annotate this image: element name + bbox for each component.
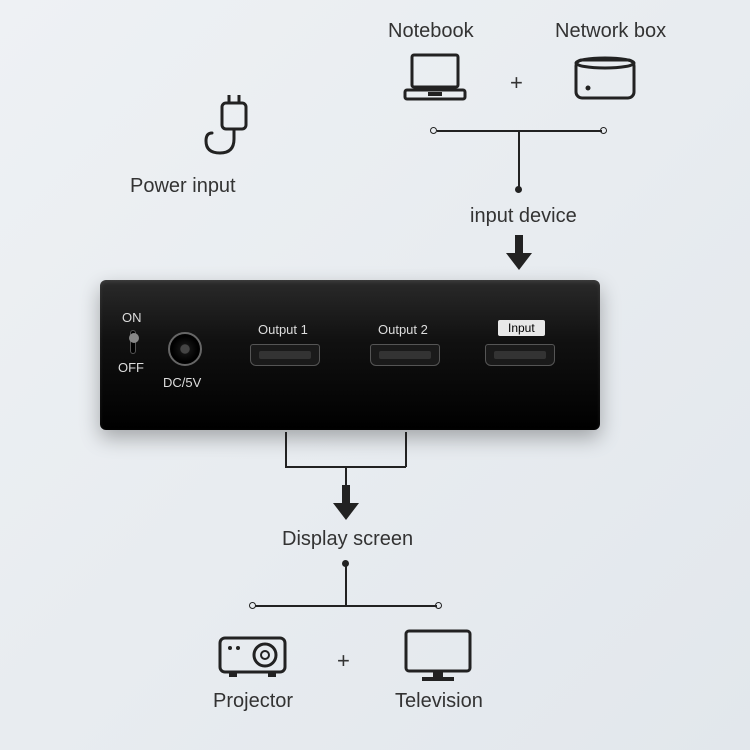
projector-icon (215, 628, 290, 683)
dc-jack (168, 332, 202, 366)
off-label: OFF (118, 360, 144, 375)
plus-bottom: + (337, 648, 350, 674)
output2-label: Output 2 (378, 322, 428, 337)
projector-label: Projector (213, 690, 293, 713)
power-switch (130, 330, 136, 354)
arrow-down-icon (506, 235, 532, 270)
dc-label: DC/5V (163, 375, 201, 390)
notebook-icon (400, 50, 470, 105)
power-input-label: Power input (130, 175, 236, 198)
hdmi-port-output1 (250, 344, 320, 366)
network-box-icon (570, 50, 640, 105)
television-label: Television (395, 690, 483, 713)
connector-dot (515, 186, 522, 193)
connector-line (437, 130, 602, 132)
notebook-label: Notebook (388, 20, 474, 43)
hdmi-splitter-device: ON OFF DC/5V Output 1 Output 2 Input (100, 280, 600, 430)
arrow-down-icon (333, 485, 359, 520)
display-screen-label: Display screen (282, 528, 413, 551)
connector-line (285, 432, 287, 467)
input-port-label: Input (498, 320, 545, 336)
network-box-label: Network box (555, 20, 666, 43)
hdmi-port-output2 (370, 344, 440, 366)
connector-line (518, 130, 520, 188)
television-icon (398, 625, 478, 685)
connector-line (345, 466, 347, 486)
input-device-label: input device (470, 205, 577, 228)
on-label: ON (122, 310, 142, 325)
plus-top: + (510, 70, 523, 96)
connector-line (405, 432, 407, 467)
connector-dot (249, 602, 256, 609)
connector-dot (435, 602, 442, 609)
connector-line (255, 605, 437, 607)
power-plug-icon (200, 95, 260, 160)
output1-label: Output 1 (258, 322, 308, 337)
hdmi-port-input (485, 344, 555, 366)
connector-dot (430, 127, 437, 134)
connector-line (345, 565, 347, 605)
